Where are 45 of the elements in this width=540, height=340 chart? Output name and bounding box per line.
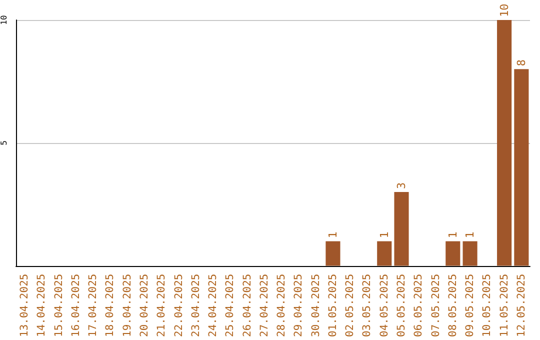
x-tick-label: 27.04.2025 [258, 274, 270, 338]
x-tick-label: 06.05.2025 [412, 274, 425, 338]
x-tick-label: 24.04.2025 [207, 274, 220, 338]
x-tick-label: 21.04.2025 [156, 274, 168, 338]
x-tick-label: 10.05.2025 [481, 274, 494, 338]
x-tick-label: 01.05.2025 [326, 274, 339, 338]
x-tick-label: 25.04.2025 [224, 274, 236, 338]
data-label: 1 [326, 232, 340, 238]
x-tick-label: 18.04.2025 [104, 274, 116, 338]
y-tick-label: 5 [0, 140, 8, 146]
data-label: 8 [514, 60, 528, 66]
x-tick-label: 05.05.2025 [396, 274, 408, 338]
x-tick-label: 30.04.2025 [310, 274, 322, 338]
x-tick-label: 14.04.2025 [36, 274, 48, 338]
data-label: 1 [378, 232, 391, 238]
data-label: 1 [464, 232, 477, 238]
bar [394, 192, 409, 266]
x-tick-label: 26.04.2025 [241, 274, 254, 338]
data-label: 1 [446, 232, 460, 238]
bar [514, 69, 529, 266]
x-tick-label: 16.04.2025 [70, 274, 82, 338]
data-label: 10 [498, 4, 511, 17]
bar [462, 241, 478, 266]
data-label: 3 [395, 182, 408, 190]
x-tick-label: 19.04.2025 [121, 274, 134, 338]
x-tick-label: 08.05.2025 [446, 274, 459, 338]
bar [377, 241, 392, 266]
x-tick-label: 09.05.2025 [464, 274, 476, 338]
x-tick-label: 07.05.2025 [430, 274, 442, 338]
x-tick-label: 11.05.2025 [498, 274, 510, 338]
x-tick-label: 04.05.2025 [378, 274, 390, 338]
x-tick-label: 20.04.2025 [138, 274, 150, 338]
x-tick-label: 17.04.2025 [87, 274, 100, 338]
bar [326, 241, 340, 266]
x-tick-label: 29.04.2025 [292, 274, 305, 338]
x-tick-label: 28.04.2025 [276, 274, 288, 338]
x-tick-label: 02.05.2025 [344, 274, 356, 338]
x-tick-label: 22.04.2025 [172, 274, 185, 338]
bar [497, 20, 512, 266]
x-tick-label: 03.05.2025 [361, 274, 374, 338]
bar [446, 241, 460, 266]
x-tick-label: 13.04.2025 [18, 274, 31, 338]
x-tick-label: 23.04.2025 [190, 274, 202, 338]
x-tick-label: 12.05.2025 [515, 274, 528, 338]
x-tick-label: 15.04.2025 [52, 274, 65, 338]
